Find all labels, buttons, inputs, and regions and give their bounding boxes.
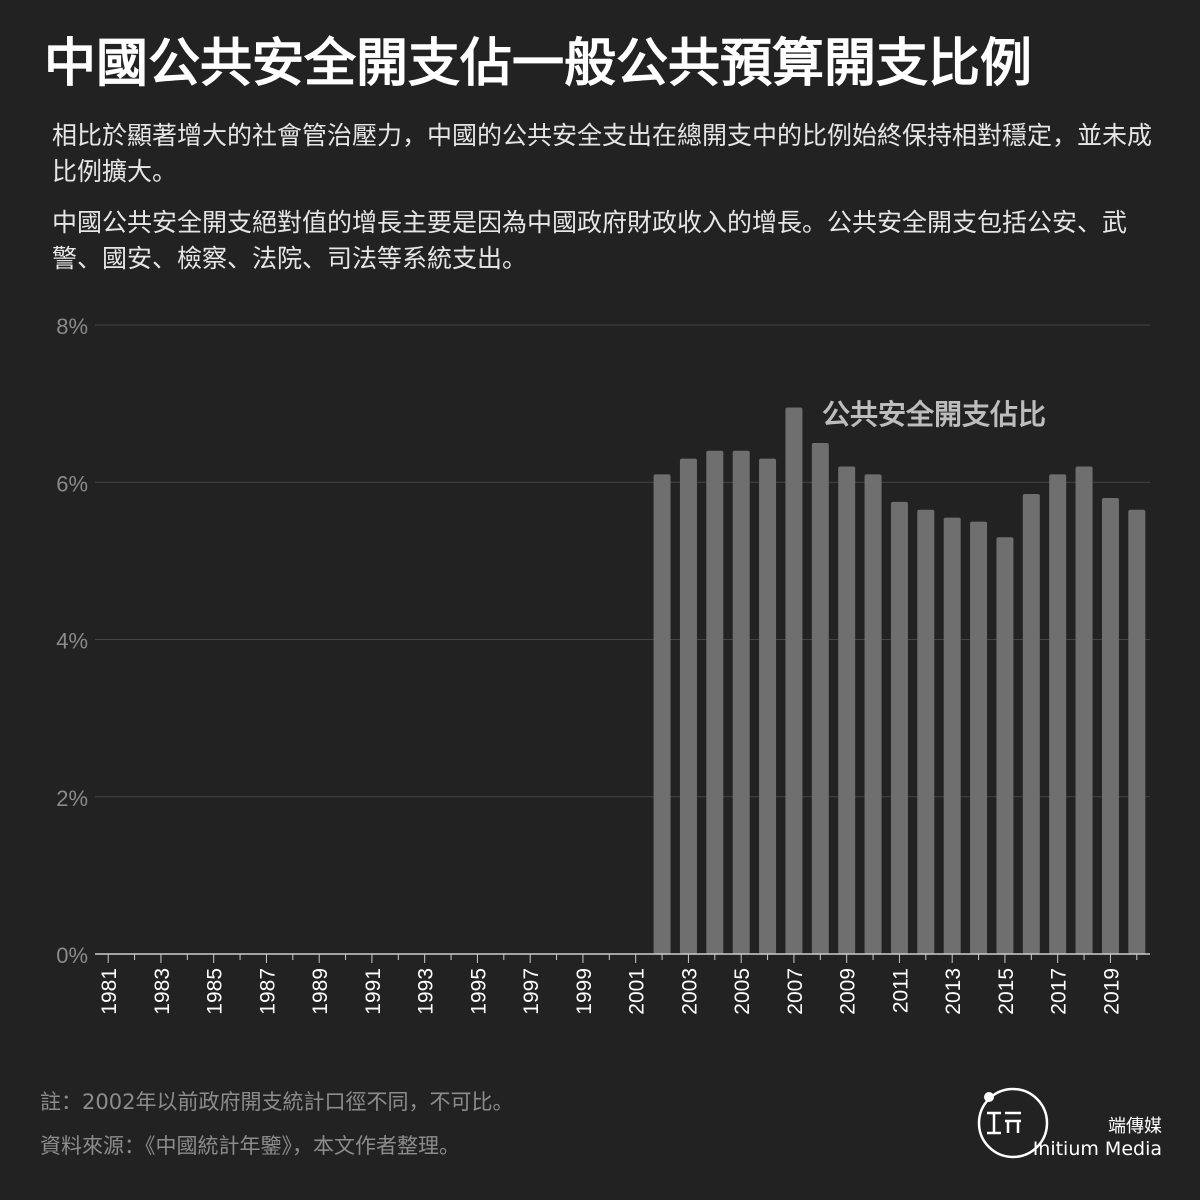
- x-tick-label: 1991: [362, 968, 385, 1015]
- source-note: 資料來源：《中國統計年鑒》，本文作者整理。: [40, 1134, 460, 1158]
- description-paragraph-2: 中國公共安全開支絕對值的增長主要是因為中國政府財政收入的增長。公共安全開支包括公…: [52, 208, 1128, 273]
- y-tick-label: 8%: [56, 314, 88, 339]
- bar-2020: [1128, 509, 1146, 954]
- bar-2011: [890, 501, 908, 954]
- bar-2002: [653, 474, 671, 954]
- y-tick-label: 0%: [56, 943, 88, 968]
- brand-name-chinese: 端傳媒: [1108, 1116, 1162, 1137]
- y-tick-label: 6%: [56, 471, 88, 496]
- initium-logo-icon: [977, 1087, 1049, 1159]
- series-label: 公共安全開支佔比: [822, 398, 1046, 431]
- bar-2003: [679, 458, 697, 954]
- x-tick-label: 1981: [98, 968, 121, 1015]
- footnote: 註：2002年以前政府開支統計口徑不同，不可比。: [40, 1090, 514, 1114]
- x-tick-label: 2009: [837, 968, 860, 1015]
- x-tick-label: 2017: [1048, 968, 1071, 1015]
- x-tick-label: 1993: [415, 968, 438, 1015]
- bar-2004: [706, 450, 724, 954]
- bar-2005: [732, 450, 750, 954]
- y-tick-label: 4%: [56, 629, 88, 654]
- bar-2015: [996, 537, 1014, 954]
- x-tick-label: 2015: [995, 968, 1018, 1015]
- bar-2007: [785, 407, 803, 954]
- bar-2014: [970, 521, 988, 954]
- bar-2006: [759, 458, 777, 954]
- bar-2008: [811, 442, 829, 954]
- x-tick-label: 2005: [731, 968, 754, 1015]
- x-tick-label: 1999: [573, 968, 596, 1015]
- x-tick-label: 2019: [1100, 968, 1123, 1015]
- bar-2012: [917, 509, 935, 954]
- description-paragraph-1: 相比於顯著增大的社會管治壓力，中國的公共安全支出在總開支中的比例始終保持相對穩定…: [52, 121, 1153, 186]
- bar-chart: 0% 2% 4% 6% 8% 1981 1983 1985 1987 1989 1991 1993 19…: [56, 314, 1150, 1015]
- x-tick-label: 1983: [151, 968, 174, 1015]
- x-tick-label: 1995: [467, 968, 490, 1015]
- brand-name-english: Initium Media: [1032, 1138, 1162, 1160]
- y-tick-label: 2%: [56, 786, 88, 811]
- x-tick-label: 2001: [626, 968, 649, 1015]
- x-tick-label: 1987: [256, 968, 279, 1015]
- x-tick-label: 2013: [942, 968, 965, 1015]
- x-tick-label: 2011: [889, 968, 912, 1013]
- x-tick-label: 1985: [204, 968, 227, 1015]
- bar-2013: [943, 517, 961, 954]
- bar-2018: [1075, 466, 1093, 954]
- x-tick-label: 1997: [520, 968, 543, 1015]
- bar-2009: [838, 466, 856, 954]
- x-tick-label: 1989: [309, 968, 332, 1015]
- bar-2017: [1049, 474, 1067, 954]
- bar-2010: [864, 474, 882, 954]
- page-title: 中國公共安全開支佔一般公共預算開支比例: [44, 34, 1033, 94]
- bar-2016: [1022, 494, 1040, 954]
- x-tick-label: 2003: [678, 968, 701, 1015]
- x-tick-label: 2007: [784, 968, 807, 1015]
- bar-2019: [1101, 497, 1119, 954]
